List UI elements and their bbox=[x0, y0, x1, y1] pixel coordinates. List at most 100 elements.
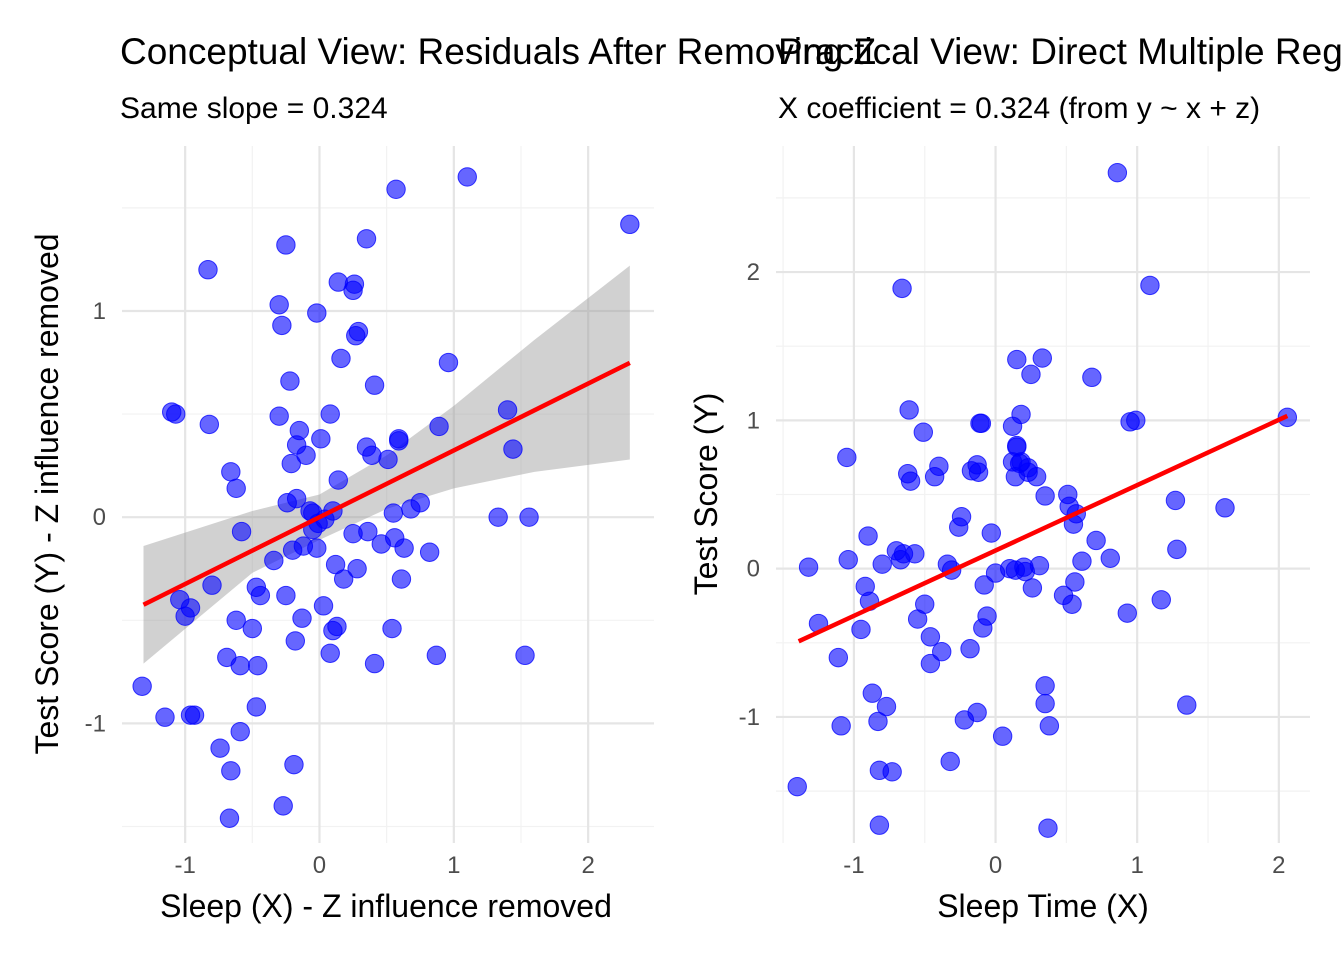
left-data-point bbox=[386, 179, 406, 200]
left-data-point bbox=[226, 478, 246, 499]
right-y-tick-label: 0 bbox=[747, 556, 760, 583]
right-data-point bbox=[1165, 490, 1186, 511]
right-panel-subtitle: X coefficient = 0.324 (from y ~ x + z) bbox=[778, 92, 1260, 125]
right-data-point bbox=[828, 647, 849, 668]
left-data-point bbox=[307, 303, 327, 323]
right-data-point bbox=[1140, 275, 1160, 296]
right-data-point bbox=[929, 456, 949, 477]
right-data-point bbox=[1062, 594, 1082, 614]
left-data-point bbox=[281, 453, 301, 474]
left-data-point bbox=[273, 796, 293, 816]
left-data-point bbox=[313, 596, 334, 616]
right-x-tick-label: -1 bbox=[843, 852, 864, 879]
right-data-point bbox=[892, 278, 912, 299]
right-data-point bbox=[1072, 551, 1092, 571]
right-data-point bbox=[1107, 162, 1128, 183]
left-data-point bbox=[410, 493, 430, 513]
left-data-point bbox=[503, 439, 523, 459]
left-data-point bbox=[250, 585, 271, 606]
left-data-point bbox=[170, 589, 190, 610]
left-data-point bbox=[438, 352, 459, 373]
right-data-point bbox=[882, 762, 902, 782]
left-y-tick-label: 1 bbox=[93, 298, 106, 325]
left-data-point bbox=[242, 618, 263, 639]
left-data-point bbox=[323, 620, 343, 641]
left-data-point bbox=[184, 705, 205, 725]
right-y-tick-label: 1 bbox=[747, 407, 760, 434]
left-panel-x-axis-title: Sleep (X) - Z influence removed bbox=[160, 888, 612, 924]
right-data-point bbox=[915, 594, 935, 614]
right-data-point bbox=[837, 447, 857, 468]
right-y-tick-label: -1 bbox=[739, 704, 760, 731]
right-x-tick-label: 2 bbox=[1272, 852, 1285, 879]
right-data-point bbox=[1117, 603, 1137, 623]
right-data-point bbox=[1011, 404, 1031, 425]
left-data-point bbox=[383, 503, 404, 523]
left-data-point bbox=[198, 260, 218, 280]
left-data-point bbox=[429, 416, 449, 437]
left-data-point bbox=[246, 697, 267, 717]
left-data-point bbox=[391, 569, 412, 589]
right-data-point bbox=[951, 507, 972, 527]
right-data-point bbox=[1022, 578, 1043, 598]
left-data-point bbox=[488, 507, 508, 527]
right-data-point bbox=[1035, 486, 1055, 506]
right-data-point bbox=[1177, 695, 1197, 715]
right-data-point bbox=[1032, 348, 1052, 368]
left-data-point bbox=[331, 348, 351, 369]
right-y-tick-label: 2 bbox=[747, 259, 760, 286]
left-x-tick-label: 1 bbox=[447, 852, 460, 879]
left-x-tick-label: 0 bbox=[313, 852, 326, 879]
right-regression-line bbox=[797, 413, 1289, 644]
left-data-point bbox=[320, 404, 340, 424]
right-data-point bbox=[869, 815, 890, 835]
right-data-point bbox=[961, 461, 982, 481]
right-data-point bbox=[1100, 548, 1120, 568]
right-data-point bbox=[1126, 410, 1146, 431]
left-data-point bbox=[307, 538, 327, 558]
left-data-point bbox=[219, 808, 240, 828]
left-data-point bbox=[292, 608, 312, 628]
left-data-point bbox=[276, 235, 296, 255]
left-data-point bbox=[276, 585, 296, 606]
right-data-point bbox=[920, 653, 941, 674]
left-data-point bbox=[382, 618, 402, 639]
right-panel-grid bbox=[776, 146, 1310, 843]
left-data-point bbox=[620, 214, 640, 235]
left-data-point bbox=[328, 272, 348, 292]
left-data-point bbox=[311, 429, 331, 449]
right-data-point bbox=[1086, 530, 1106, 551]
left-data-point bbox=[221, 761, 241, 781]
right-data-point bbox=[974, 575, 994, 595]
right-data-point bbox=[838, 550, 858, 570]
right-data-point bbox=[1082, 367, 1102, 388]
right-data-point bbox=[1038, 818, 1058, 838]
left-data-point bbox=[221, 462, 241, 482]
right-data-point bbox=[940, 751, 960, 772]
left-panel-points bbox=[132, 167, 640, 828]
right-data-point bbox=[1021, 364, 1041, 385]
left-data-point bbox=[364, 653, 385, 674]
left-data-point bbox=[269, 406, 289, 426]
left-data-point bbox=[199, 414, 220, 435]
right-data-point bbox=[872, 554, 892, 574]
left-data-point bbox=[519, 507, 539, 527]
left-data-point bbox=[155, 707, 175, 727]
left-data-point bbox=[378, 449, 398, 470]
right-data-point bbox=[1151, 590, 1171, 610]
right-data-point bbox=[967, 702, 987, 723]
left-data-point bbox=[320, 643, 340, 663]
left-data-point bbox=[269, 295, 289, 315]
left-data-point bbox=[419, 542, 440, 562]
right-panel-y-axis-title: Test Score (Y) bbox=[688, 393, 724, 596]
right-data-point bbox=[1005, 560, 1026, 580]
right-data-point bbox=[831, 716, 851, 736]
right-panel-tick-labels: -1 0 1 2 -1 0 1 2 bbox=[739, 259, 1286, 879]
right-data-point bbox=[920, 627, 941, 647]
right-data-point bbox=[913, 422, 934, 442]
right-data-point bbox=[1215, 498, 1235, 518]
right-data-point bbox=[981, 523, 1001, 543]
right-data-point bbox=[1039, 716, 1060, 736]
left-y-tick-label: 0 bbox=[93, 504, 106, 531]
left-panel-title: Conceptual View: Residuals After Removin… bbox=[120, 31, 876, 72]
